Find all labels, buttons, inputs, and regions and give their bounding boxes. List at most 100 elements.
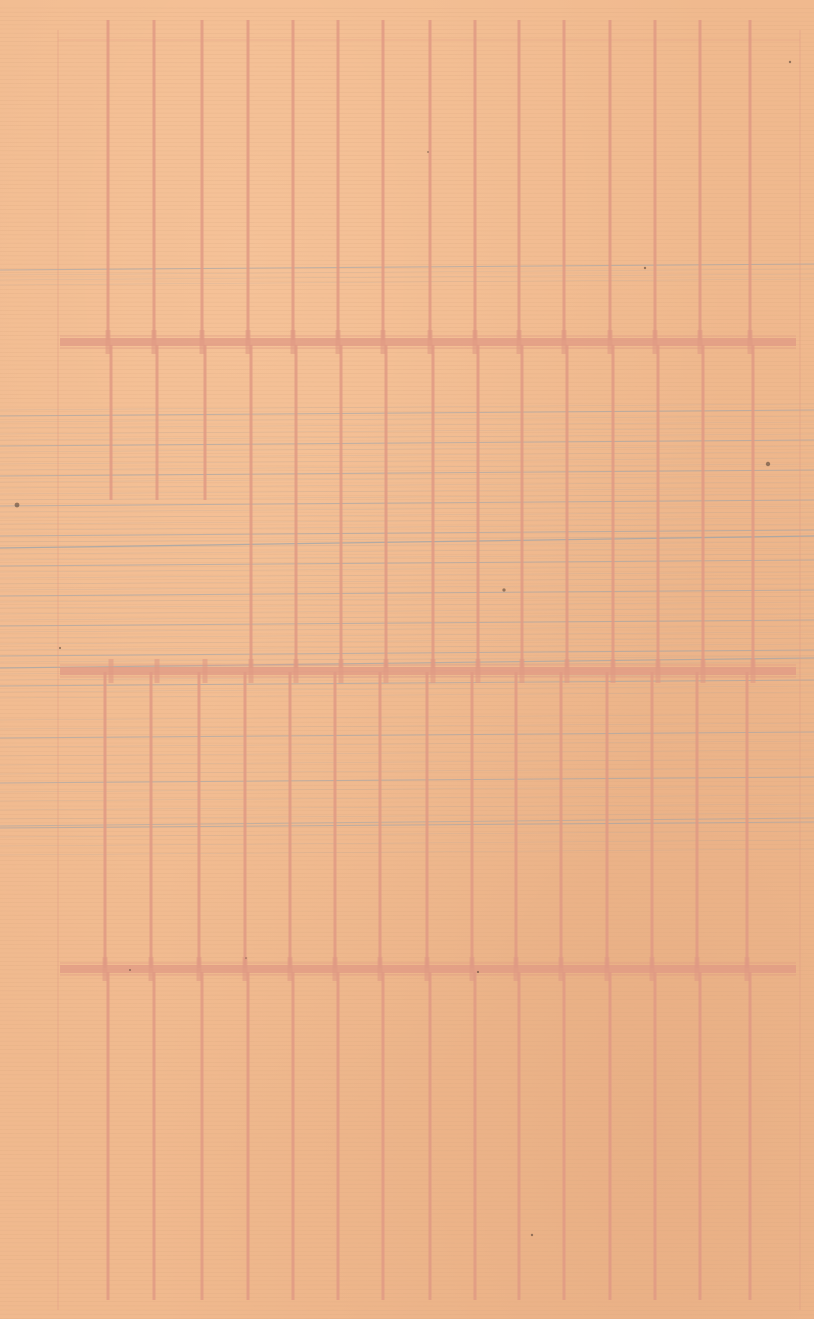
faint-rule	[0, 1087, 814, 1089]
faint-rule	[0, 1255, 814, 1257]
faint-rule	[0, 1187, 814, 1190]
faint-rule	[0, 381, 814, 383]
faint-rule	[0, 1141, 814, 1143]
paper-speck	[129, 969, 131, 971]
faint-rule	[0, 549, 814, 551]
faint-rule	[0, 100, 814, 102]
faint-rule	[0, 1129, 814, 1131]
faint-rule	[0, 377, 814, 379]
faint-rule	[0, 633, 814, 635]
faint-rule	[0, 301, 814, 303]
faint-rule	[0, 1150, 814, 1152]
faint-rule	[0, 83, 814, 85]
faint-rule	[0, 1309, 814, 1311]
faint-rule	[0, 1192, 814, 1194]
faint-rule	[0, 293, 814, 295]
faint-rule	[0, 104, 814, 106]
faint-rule	[0, 583, 814, 585]
blue-rule	[0, 493, 814, 501]
faint-rule	[0, 322, 814, 324]
faint-rule	[0, 713, 814, 715]
faint-rule	[0, 175, 814, 177]
faint-rule	[0, 1250, 814, 1253]
blue-rule	[0, 278, 814, 286]
blue-rule	[0, 541, 814, 549]
faint-rule	[0, 1007, 814, 1009]
faint-rule	[0, 364, 814, 366]
blue-rule	[0, 427, 814, 435]
faint-rule	[0, 931, 814, 933]
faint-rule	[0, 146, 814, 148]
faint-rule	[0, 599, 814, 602]
blue-rule	[0, 848, 814, 856]
faint-rule	[0, 940, 814, 942]
faint-rule	[0, 898, 814, 900]
faint-rule	[0, 259, 814, 261]
faint-rule	[0, 927, 814, 929]
faint-rule	[0, 1284, 814, 1286]
faint-rule	[0, 1082, 814, 1085]
blue-rule	[0, 637, 814, 645]
faint-rule	[0, 860, 814, 862]
faint-rule	[0, 793, 814, 795]
section-bands	[60, 330, 796, 981]
faint-rule	[0, 16, 814, 18]
faint-rule	[0, 1057, 814, 1059]
faint-rule	[0, 553, 814, 555]
faint-rule	[0, 478, 814, 480]
faint-rule	[0, 935, 814, 938]
blue-rule	[0, 655, 814, 663]
faint-rule	[0, 742, 814, 744]
blue-rule	[0, 577, 814, 585]
blue-rule	[0, 613, 814, 621]
faint-rule	[0, 272, 814, 274]
faint-rule	[0, 788, 814, 791]
faint-rule	[0, 704, 814, 707]
faint-rule	[0, 864, 814, 866]
faint-rule	[0, 1024, 814, 1026]
faint-rule	[0, 389, 814, 392]
blue-rule	[0, 643, 814, 651]
faint-rule	[0, 276, 814, 278]
faint-rule	[0, 112, 814, 114]
faint-rule	[0, 1066, 814, 1068]
faint-rule	[0, 385, 814, 387]
faint-rule	[0, 717, 814, 719]
faint-rule	[0, 368, 814, 371]
paper-specks	[14, 60, 792, 1237]
faint-rule	[0, 700, 814, 702]
faint-rule	[0, 1263, 814, 1265]
faint-rule	[0, 944, 814, 946]
blue-rule	[0, 487, 814, 495]
faint-rule	[0, 423, 814, 425]
faint-rule	[0, 923, 814, 925]
faint-rule	[0, 66, 814, 68]
faint-rule	[0, 982, 814, 984]
faint-rule	[0, 1183, 814, 1185]
blue-rule	[0, 589, 814, 597]
blue-rule	[0, 451, 814, 459]
faint-rule	[0, 289, 814, 291]
faint-rule	[0, 188, 814, 190]
faint-rule	[0, 314, 814, 316]
faint-rule	[0, 142, 814, 144]
faint-rule	[0, 1238, 814, 1240]
faint-rule	[0, 1154, 814, 1156]
blue-rule	[0, 583, 814, 591]
faint-rule	[0, 856, 814, 858]
blue-rule	[0, 535, 814, 543]
paper-speck	[530, 1233, 534, 1237]
faint-rule	[0, 1099, 814, 1101]
faint-rule	[0, 419, 814, 421]
faint-rule	[0, 851, 814, 854]
blue-rule	[0, 457, 814, 465]
faint-rule	[0, 1305, 814, 1307]
faint-rule	[0, 1276, 814, 1278]
faint-rule	[0, 158, 814, 161]
blue-rule	[0, 421, 814, 429]
faint-rule	[0, 230, 814, 232]
faint-rule	[0, 730, 814, 732]
faint-rule	[0, 137, 814, 140]
faint-rule	[0, 881, 814, 883]
blue-rule	[0, 571, 814, 579]
